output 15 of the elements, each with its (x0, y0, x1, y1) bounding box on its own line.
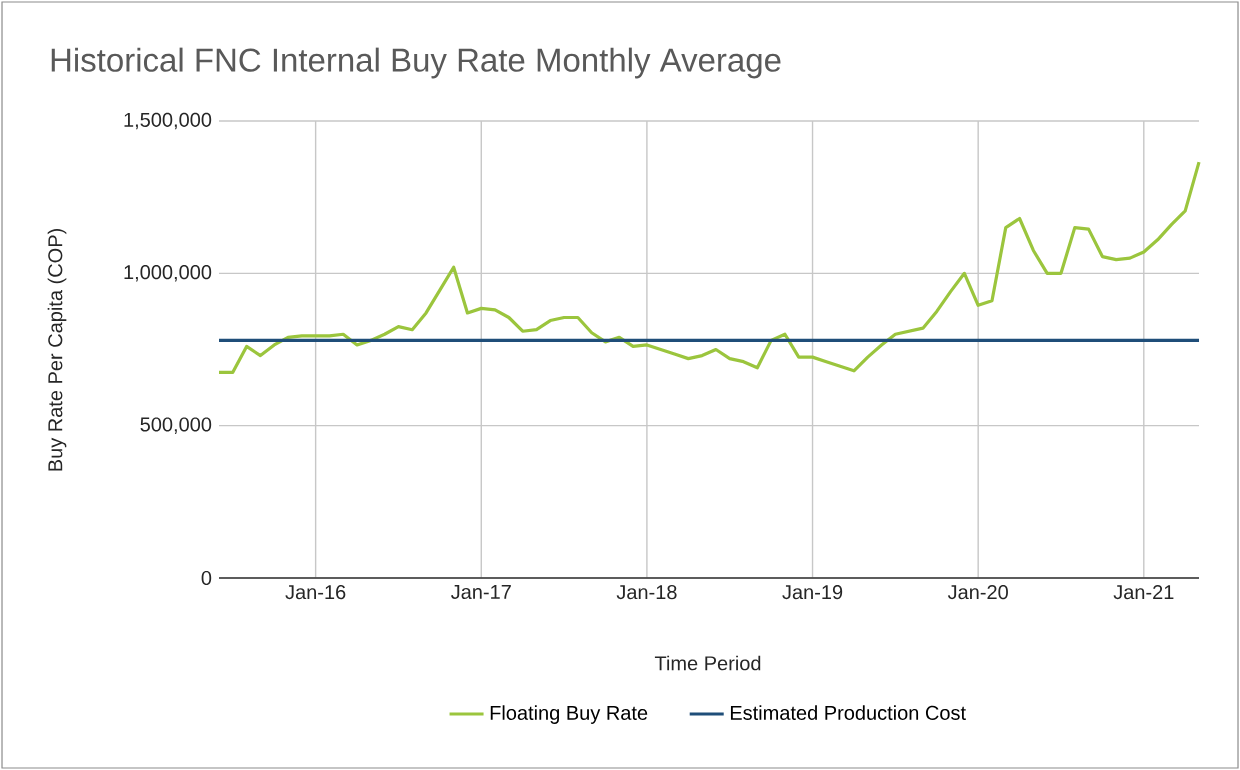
x-tick-label: Jan-17 (451, 585, 511, 599)
chart-title: Historical FNC Internal Buy Rate Monthly Average (51, 47, 781, 79)
legend-label: Estimated Production Cost (730, 705, 966, 720)
x-tick-label: Jan-19 (782, 585, 843, 600)
x-axis-title: Time Period (654, 655, 761, 671)
x-tick-label: Jan-20 (947, 585, 1008, 600)
y-tick-label: 0 (201, 570, 212, 586)
y-tick-label: 1,500,000 (124, 112, 212, 130)
legend-label: Floating Buy Rate (490, 705, 648, 724)
x-tick-label: Jan-21 (1113, 585, 1174, 600)
x-tick-label: Jan-16 (285, 585, 346, 600)
y-axis-title: Buy Rate Per Capita (COP) (47, 229, 67, 471)
y-tick-label: 1,000,000 (124, 265, 212, 282)
y-tick-label: 500,000 (140, 417, 212, 434)
x-tick-label: Jan-18 (616, 585, 677, 600)
